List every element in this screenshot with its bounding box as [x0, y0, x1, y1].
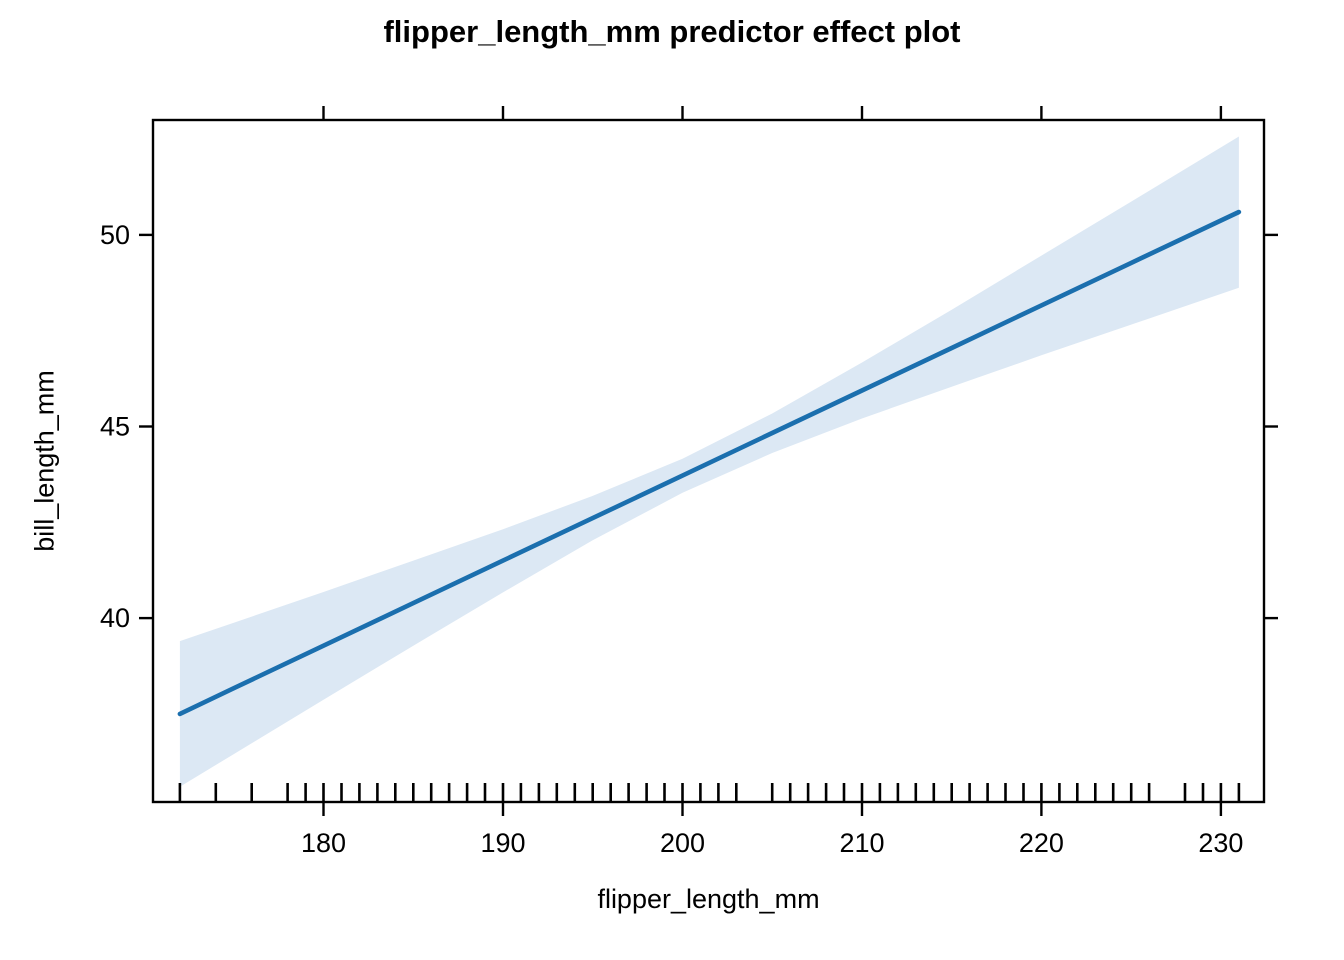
- x-tick-label: 180: [301, 828, 346, 858]
- fitted-line: [177, 209, 1242, 717]
- y-tick-label: 45: [100, 412, 130, 442]
- x-tick-label: 230: [1198, 828, 1243, 858]
- y-tick-label: 40: [100, 603, 130, 633]
- x-tick-label: 200: [660, 828, 705, 858]
- x-axis-ticks: 180 190 200 210 220 230: [301, 106, 1243, 858]
- rug-marks: [178, 783, 1241, 802]
- x-tick-label: 210: [839, 828, 884, 858]
- x-tick-label: 220: [1019, 828, 1064, 858]
- x-axis-title: flipper_length_mm: [597, 884, 820, 914]
- y-axis-ticks: 40 45 50: [100, 220, 1278, 633]
- chart-title: flipper_length_mm predictor effect plot: [383, 14, 961, 49]
- plot-box: [151, 118, 1266, 804]
- x-tick-label: 190: [480, 828, 525, 858]
- y-tick-label: 50: [100, 220, 130, 250]
- y-axis-title-text: bill_length_mm: [29, 370, 60, 552]
